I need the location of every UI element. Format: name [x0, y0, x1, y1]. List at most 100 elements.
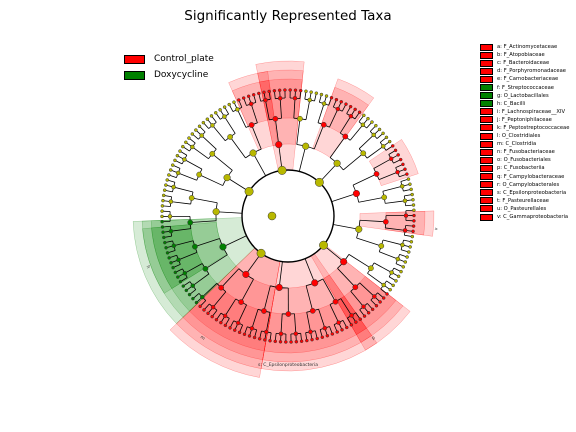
taxon-node [165, 251, 170, 255]
taxon-node [170, 163, 175, 167]
taxon-node [311, 279, 319, 287]
taxon-node [190, 283, 196, 288]
taxon-node [160, 219, 164, 224]
taxon-node [284, 340, 288, 344]
taxon-node [398, 157, 403, 162]
taxon-node [348, 113, 354, 119]
branch-line [356, 237, 382, 247]
taxon-node [302, 142, 310, 150]
taxa-key-label: c: F_Bacteroidaceae [497, 60, 550, 67]
branch-line [190, 220, 217, 223]
branch-line [237, 109, 247, 128]
branch-line [278, 261, 283, 288]
taxon-node [209, 114, 214, 118]
taxon-node [348, 104, 353, 109]
taxon-node [395, 169, 400, 175]
taxon-node [362, 113, 366, 118]
branch-line [298, 146, 307, 172]
clade-highlight [321, 86, 369, 138]
taxon-node [378, 300, 382, 304]
taxa-key-entry: i: F_Lachnospiraceae__XIV [480, 108, 569, 116]
taxon-node [366, 116, 370, 121]
taxon-node [340, 328, 344, 332]
taxon-node [293, 88, 298, 92]
taxon-node [304, 89, 308, 94]
taxa-key-label: f: F_Streptococcaceae [497, 84, 554, 91]
branch-line [191, 197, 218, 204]
taxon-node [390, 144, 395, 148]
taxon-node [206, 311, 210, 316]
branch-line [340, 298, 352, 316]
clade-label-layer: s: C_Epsilonproteobacteria m h p v [145, 227, 440, 368]
taxa-key-swatch [480, 197, 493, 205]
branch-line [379, 251, 399, 260]
branch-line [263, 285, 271, 312]
taxon-node [278, 340, 283, 344]
taxon-node [160, 209, 164, 213]
taxon-node [192, 243, 198, 250]
branch-line [212, 291, 227, 308]
taxa-key-entry: j: F_Peptoniphilaceae [480, 116, 569, 124]
taxa-key-label: i: F_Lachnospiraceae__XIV [497, 108, 566, 115]
taxon-node [396, 274, 401, 279]
taxa-key-entry: s: C_Epsilonproteobacteria [480, 189, 569, 197]
taxon-node [411, 229, 415, 234]
branch-line [252, 152, 267, 176]
clade-highlight [182, 265, 276, 361]
taxon-node [212, 208, 220, 216]
taxon-node [330, 332, 335, 336]
taxa-key-swatch [480, 140, 493, 148]
taxon-node [406, 177, 411, 181]
taxon-node [202, 308, 206, 312]
taxon-node [319, 240, 328, 250]
taxa-key-label: j: F_Peptoniphilaceae [497, 116, 552, 123]
taxon-node [222, 313, 228, 319]
taxon-node [210, 314, 214, 319]
taxa-key-swatch [480, 116, 493, 124]
branch-line [212, 125, 226, 141]
taxon-node [169, 261, 173, 265]
taxon-node [334, 97, 339, 102]
taxon-node [396, 153, 400, 157]
taxa-key-label: q: F_Campylobacteraceae [497, 173, 565, 180]
taxon-node [366, 311, 371, 315]
taxon-node [263, 338, 267, 342]
taxon-node [384, 135, 389, 140]
taxon-node [360, 122, 366, 128]
branch-line [177, 172, 197, 181]
taxon-node [388, 156, 394, 162]
taxon-node [168, 199, 174, 204]
taxon-node [171, 184, 176, 190]
clade-highlight [312, 78, 375, 159]
taxon-node [408, 182, 412, 186]
taxon-node [325, 333, 330, 338]
taxon-node [336, 320, 341, 325]
taxon-node [410, 192, 414, 197]
taxon-node [272, 88, 277, 93]
taxon-node [344, 102, 348, 106]
taxon-node [251, 93, 256, 97]
taxon-node [235, 107, 240, 112]
taxon-node [187, 292, 192, 297]
taxon-node [309, 307, 316, 314]
taxon-node [410, 234, 415, 239]
taxa-key-entry: l: O_Clostridiales [480, 132, 569, 140]
clade-highlight [189, 283, 272, 352]
taxon-node [161, 198, 165, 203]
taxon-node [370, 120, 374, 124]
taxon-node [360, 150, 367, 157]
taxon-node [167, 173, 171, 177]
clade-label: h [145, 265, 152, 270]
taxon-node [263, 97, 268, 103]
taxon-node [262, 90, 266, 95]
taxa-key-entry: k: F_Peptostreptococcaceae [480, 124, 569, 132]
taxon-node [175, 170, 181, 176]
taxon-node [402, 228, 408, 233]
taxa-key-label: a: F_Actinomycetaceae [497, 44, 558, 51]
branch-line [306, 312, 311, 332]
taxon-node [405, 172, 409, 176]
taxa-key-entry: u: O_Pasteurellales [480, 205, 569, 213]
taxa-key-label: k: F_Peptostreptococcaceae [497, 124, 570, 131]
taxon-node [297, 115, 303, 122]
taxon-node [267, 89, 271, 94]
